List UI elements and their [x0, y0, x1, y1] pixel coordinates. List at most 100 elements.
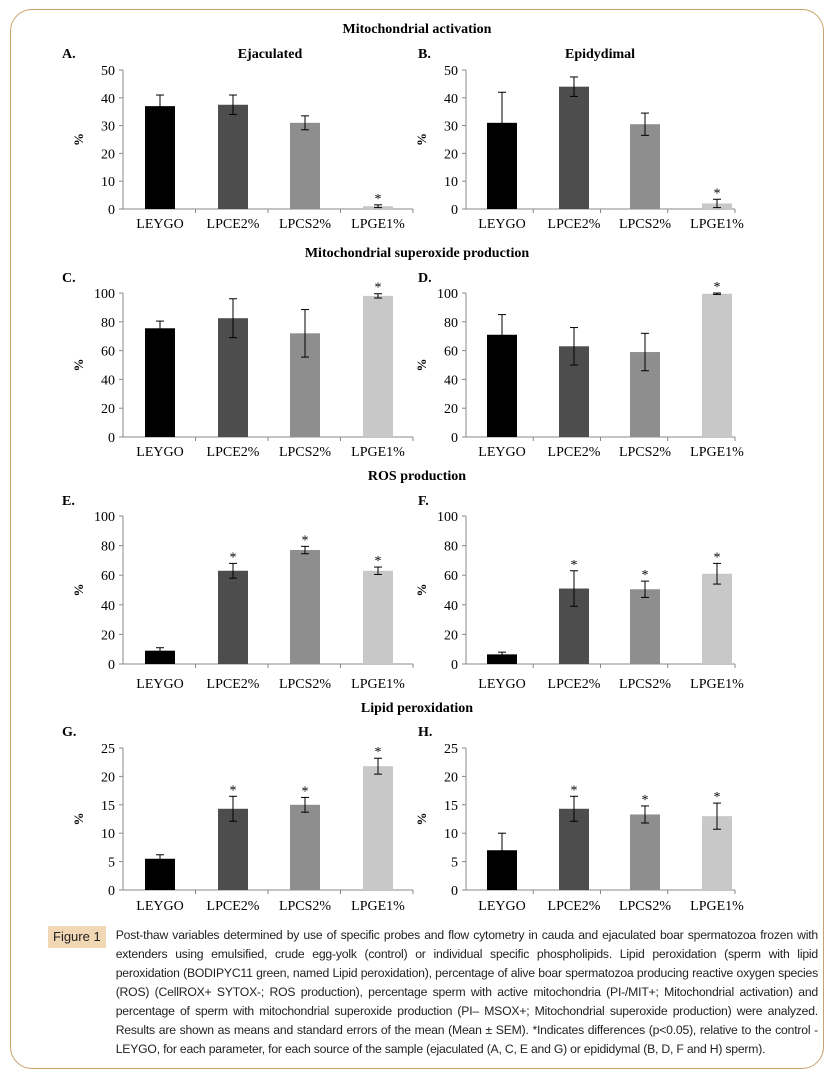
x-tick-label: LPCE2% [548, 217, 601, 232]
significance-marker: * [375, 281, 382, 296]
y-tick-label: 0 [108, 884, 115, 899]
x-tick-label: LEYGO [478, 677, 525, 692]
y-tick-label: 0 [451, 203, 458, 218]
bar [702, 573, 732, 664]
y-tick-label: 0 [451, 884, 458, 899]
bar [630, 589, 660, 664]
y-tick-label: 0 [108, 203, 115, 218]
x-tick-label: LPCE2% [548, 899, 601, 914]
x-tick-label: LPGE1% [690, 899, 744, 914]
x-tick-label: LEYGO [478, 217, 525, 232]
caption-text: Post-thaw variables determined by use of… [115, 928, 818, 1056]
x-tick-label: LPCS2% [619, 677, 671, 692]
figure-frame [10, 9, 824, 1069]
x-tick-label: LPGE1% [351, 217, 405, 232]
panel-label: B. [418, 47, 431, 62]
y-tick-label: 10 [444, 175, 458, 190]
y-tick-label: 0 [108, 431, 115, 446]
panel-label: F. [418, 494, 429, 509]
y-tick-label: 5 [108, 856, 115, 871]
y-tick-label: 5 [451, 856, 458, 871]
x-tick-label: LPCE2% [548, 445, 601, 460]
y-tick-label: 40 [444, 599, 458, 614]
bar [145, 106, 175, 209]
bar [145, 328, 175, 437]
y-tick-label: 25 [444, 742, 458, 757]
y-axis-label: % [71, 584, 86, 597]
bar [363, 570, 393, 664]
figure-caption: Figure 1 Post-thaw variables determined … [48, 926, 818, 1059]
significance-marker: * [230, 550, 237, 565]
y-axis-label: % [71, 359, 86, 372]
figure-label: Figure 1 [48, 926, 106, 948]
x-tick-label: LEYGO [136, 899, 183, 914]
x-tick-label: LPGE1% [690, 445, 744, 460]
y-tick-label: 40 [101, 599, 115, 614]
y-tick-label: 0 [451, 658, 458, 673]
bar [630, 124, 660, 209]
bar [630, 814, 660, 890]
bar [290, 122, 320, 209]
significance-marker: * [571, 558, 578, 573]
y-tick-label: 20 [444, 770, 458, 785]
bar [290, 804, 320, 890]
bar [702, 293, 732, 437]
y-tick-label: 20 [101, 402, 115, 417]
y-tick-label: 15 [444, 799, 458, 814]
section-title: Mitochondrial superoxide production [305, 246, 530, 261]
bar [559, 86, 589, 209]
y-axis-label: % [71, 813, 86, 826]
significance-marker: * [714, 790, 721, 805]
y-tick-label: 60 [444, 569, 458, 584]
y-tick-label: 25 [101, 742, 115, 757]
y-tick-label: 40 [101, 373, 115, 388]
y-tick-label: 100 [94, 287, 115, 302]
panel-label: C. [62, 271, 76, 286]
x-tick-label: LPGE1% [690, 677, 744, 692]
figure-charts: Mitochondrial activation Mitochondrial su… [62, 22, 744, 914]
significance-marker: * [375, 192, 382, 207]
significance-marker: * [642, 568, 649, 583]
bar [487, 654, 517, 664]
x-tick-label: LPCE2% [207, 899, 260, 914]
panel-label: H. [418, 725, 432, 740]
x-tick-label: LPCE2% [207, 677, 260, 692]
x-tick-label: LPCE2% [207, 217, 260, 232]
x-tick-label: LPCS2% [619, 445, 671, 460]
x-tick-label: LPCS2% [279, 677, 331, 692]
y-tick-label: 50 [101, 64, 115, 79]
significance-marker: * [302, 784, 309, 799]
y-tick-label: 10 [101, 827, 115, 842]
y-tick-label: 100 [94, 510, 115, 525]
y-tick-label: 100 [437, 510, 458, 525]
x-tick-label: LPGE1% [351, 677, 405, 692]
y-tick-label: 80 [101, 540, 115, 555]
y-tick-label: 20 [444, 147, 458, 162]
y-axis-label: % [414, 813, 429, 826]
y-axis-label: % [414, 359, 429, 372]
chart-title: Epidydimal [565, 47, 635, 62]
bar [363, 295, 393, 437]
y-tick-label: 60 [444, 345, 458, 360]
y-tick-label: 60 [101, 345, 115, 360]
x-tick-label: LPCS2% [619, 217, 671, 232]
bar [218, 808, 248, 890]
significance-marker: * [375, 745, 382, 760]
significance-marker: * [375, 554, 382, 569]
y-tick-label: 20 [101, 628, 115, 643]
bar [290, 550, 320, 664]
x-tick-label: LPGE1% [351, 445, 405, 460]
y-tick-label: 20 [444, 628, 458, 643]
y-axis-label: % [414, 584, 429, 597]
bar [559, 808, 589, 890]
x-tick-label: LPCS2% [279, 899, 331, 914]
y-axis-label: % [414, 133, 429, 146]
significance-marker: * [714, 280, 721, 295]
y-tick-label: 60 [101, 569, 115, 584]
x-tick-label: LPGE1% [690, 217, 744, 232]
x-tick-label: LEYGO [136, 217, 183, 232]
y-tick-label: 40 [101, 92, 115, 107]
y-tick-label: 0 [451, 431, 458, 446]
y-tick-label: 80 [444, 540, 458, 555]
x-tick-label: LEYGO [136, 445, 183, 460]
